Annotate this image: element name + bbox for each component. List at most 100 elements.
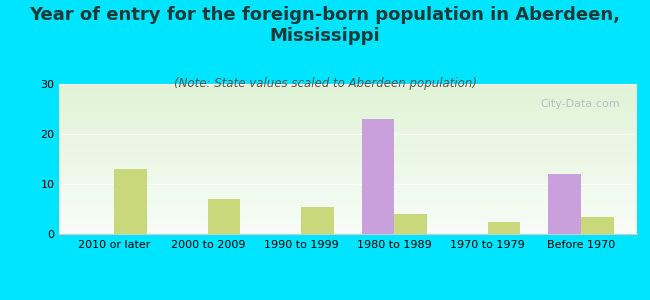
Bar — [488, 221, 521, 234]
Text: (Note: State values scaled to Aberdeen population): (Note: State values scaled to Aberdeen p… — [174, 76, 476, 89]
Bar — [58, 117, 637, 118]
Bar — [58, 182, 637, 183]
Bar — [58, 188, 637, 189]
Bar — [58, 232, 637, 234]
Bar — [114, 169, 147, 234]
Bar — [58, 158, 637, 159]
Bar — [58, 206, 637, 207]
Bar — [58, 156, 637, 158]
Bar — [58, 169, 637, 171]
Legend: Aberdeen, Mississippi: Aberdeen, Mississippi — [227, 298, 468, 300]
Bar — [58, 110, 637, 111]
Bar — [58, 92, 637, 93]
Bar — [58, 192, 637, 194]
Bar — [58, 138, 637, 140]
Bar — [58, 198, 637, 200]
Bar — [58, 176, 637, 177]
Bar — [58, 228, 637, 230]
Bar — [58, 172, 637, 174]
Bar — [58, 194, 637, 195]
Bar — [58, 96, 637, 98]
Bar — [58, 184, 637, 186]
Bar — [208, 199, 240, 234]
Bar — [58, 98, 637, 99]
Bar — [58, 226, 637, 228]
Bar — [58, 141, 637, 142]
Bar — [58, 178, 637, 180]
Bar — [58, 102, 637, 104]
Bar — [58, 195, 637, 196]
Bar — [58, 114, 637, 116]
Bar — [58, 132, 637, 134]
Bar — [58, 152, 637, 153]
Bar — [58, 231, 637, 232]
Bar — [58, 154, 637, 156]
Bar — [58, 204, 637, 206]
Bar — [58, 140, 637, 141]
Bar — [58, 189, 637, 190]
Bar — [58, 150, 637, 152]
Bar — [58, 120, 637, 122]
Bar — [58, 159, 637, 160]
Bar — [58, 207, 637, 208]
Bar — [58, 167, 637, 168]
Bar — [58, 160, 637, 162]
Bar — [58, 134, 637, 135]
Bar — [58, 122, 637, 123]
Bar — [58, 168, 637, 170]
Bar — [58, 214, 637, 216]
Bar — [58, 106, 637, 108]
Bar — [58, 186, 637, 188]
Bar — [362, 119, 395, 234]
Bar — [58, 94, 637, 96]
Bar — [58, 84, 637, 86]
Bar — [58, 208, 637, 210]
Bar — [58, 146, 637, 147]
Bar — [395, 214, 427, 234]
Bar — [549, 174, 581, 234]
Bar — [58, 147, 637, 148]
Bar — [58, 183, 637, 184]
Bar — [58, 105, 637, 106]
Bar — [58, 222, 637, 224]
Bar — [58, 220, 637, 222]
Bar — [58, 202, 637, 204]
Bar — [58, 111, 637, 112]
Bar — [58, 99, 637, 100]
Bar — [58, 196, 637, 198]
Bar — [58, 216, 637, 218]
Bar — [58, 136, 637, 138]
Bar — [58, 174, 637, 176]
Bar — [58, 144, 637, 146]
Bar — [58, 153, 637, 154]
Bar — [58, 162, 637, 164]
Bar — [58, 118, 637, 120]
Bar — [58, 164, 637, 165]
Bar — [58, 171, 637, 172]
Bar — [58, 87, 637, 88]
Bar — [58, 116, 637, 117]
Bar — [58, 142, 637, 144]
Bar — [58, 112, 637, 114]
Bar — [58, 100, 637, 102]
Bar — [58, 128, 637, 129]
Bar — [58, 124, 637, 126]
Bar — [58, 177, 637, 178]
Bar — [58, 129, 637, 130]
Bar — [58, 88, 637, 90]
Bar — [58, 108, 637, 110]
Bar — [58, 225, 637, 226]
Bar — [58, 213, 637, 214]
Bar — [58, 224, 637, 225]
Bar — [581, 217, 614, 234]
Bar — [301, 206, 333, 234]
Bar — [58, 93, 637, 94]
Bar — [58, 180, 637, 182]
Bar — [58, 210, 637, 212]
Bar — [58, 123, 637, 124]
Bar — [58, 201, 637, 202]
Bar — [58, 148, 637, 150]
Bar — [58, 135, 637, 136]
Bar — [58, 90, 637, 92]
Bar — [58, 218, 637, 219]
